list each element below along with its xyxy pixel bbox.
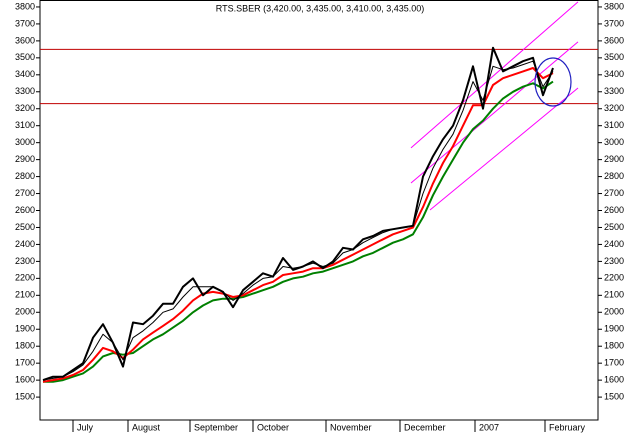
y-tick-label-right: 3600 [604, 35, 624, 45]
y-tick-label-right: 2300 [604, 256, 624, 266]
y-tick-label-left: 2100 [15, 290, 35, 300]
chart-title: RTS.SBER (3,420.00, 3,435.00, 3,410.00, … [216, 3, 424, 13]
y-tick-label-right: 3000 [604, 137, 624, 147]
x-tick-label: November [330, 422, 372, 432]
x-tick-label: December [404, 422, 446, 432]
y-tick-label-right: 3500 [604, 52, 624, 62]
y-tick-label-left: 2600 [15, 205, 35, 215]
y-tick-label-left: 2000 [15, 307, 35, 317]
y-tick-label-right: 2900 [604, 154, 624, 164]
y-tick-label-left: 3200 [15, 103, 35, 113]
y-tick-label-left: 1800 [15, 341, 35, 351]
y-tick-label-right: 2700 [604, 188, 624, 198]
y-tick-label-left: 1900 [15, 324, 35, 334]
y-tick-label-right: 1800 [604, 341, 624, 351]
x-tick-label: July [77, 422, 94, 432]
y-tick-label-left: 3300 [15, 86, 35, 96]
y-tick-label-right: 3200 [604, 103, 624, 113]
y-tick-label-right: 2000 [604, 307, 624, 317]
trend-line [410, 41, 579, 184]
y-tick-label-right: 2800 [604, 171, 624, 181]
y-tick-label-left: 2500 [15, 222, 35, 232]
y-tick-label-right: 2500 [604, 222, 624, 232]
y-tick-label-right: 3100 [604, 120, 624, 130]
y-tick-label-left: 1500 [15, 391, 35, 401]
y-tick-label-right: 2100 [604, 290, 624, 300]
y-tick-label-right: 2400 [604, 239, 624, 249]
y-tick-label-left: 2800 [15, 171, 35, 181]
y-tick-label-left: 3700 [15, 18, 35, 28]
y-tick-label-left: 2300 [15, 256, 35, 266]
y-tick-label-left: 3100 [15, 120, 35, 130]
y-tick-label-left: 2200 [15, 273, 35, 283]
series-line [43, 80, 554, 383]
y-tick-label-left: 1600 [15, 375, 35, 385]
y-tick-label-right: 3700 [604, 18, 624, 28]
x-tick-label: September [194, 422, 238, 432]
series-line [42, 67, 554, 383]
trend-line [429, 87, 579, 211]
y-tick-label-left: 3600 [15, 35, 35, 45]
x-tick-label: February [549, 422, 586, 432]
y-tick-label-right: 1600 [604, 375, 624, 385]
y-tick-label-left: 2900 [15, 154, 35, 164]
y-tick-label-left: 3400 [15, 69, 35, 79]
x-tick-label: October [257, 422, 289, 432]
y-tick-label-right: 1500 [604, 391, 624, 401]
series-line [42, 60, 554, 381]
y-tick-label-right: 3400 [604, 69, 624, 79]
y-tick-label-left: 2700 [15, 188, 35, 198]
series-line [42, 46, 554, 382]
y-tick-label-right: 2200 [604, 273, 624, 283]
y-tick-label-right: 1700 [604, 358, 624, 368]
x-tick-label: August [132, 422, 161, 432]
y-tick-label-right: 3300 [604, 86, 624, 96]
plot-area: 1500 1500 1600 1600 1700 1700 1800 1800 1900 1900… [15, 1, 624, 432]
y-tick-label-right: 3800 [604, 1, 624, 11]
y-tick-label-left: 3500 [15, 52, 35, 62]
y-tick-label-left: 3000 [15, 137, 35, 147]
x-tick-label: 2007 [479, 422, 499, 432]
trend-line [410, 1, 579, 149]
y-tick-label-right: 2600 [604, 205, 624, 215]
y-tick-label-right: 1900 [604, 324, 624, 334]
y-tick-label-left: 2400 [15, 239, 35, 249]
highlight-ellipse [534, 57, 572, 107]
y-tick-label-left: 1700 [15, 358, 35, 368]
y-tick-label-left: 3800 [15, 1, 35, 11]
